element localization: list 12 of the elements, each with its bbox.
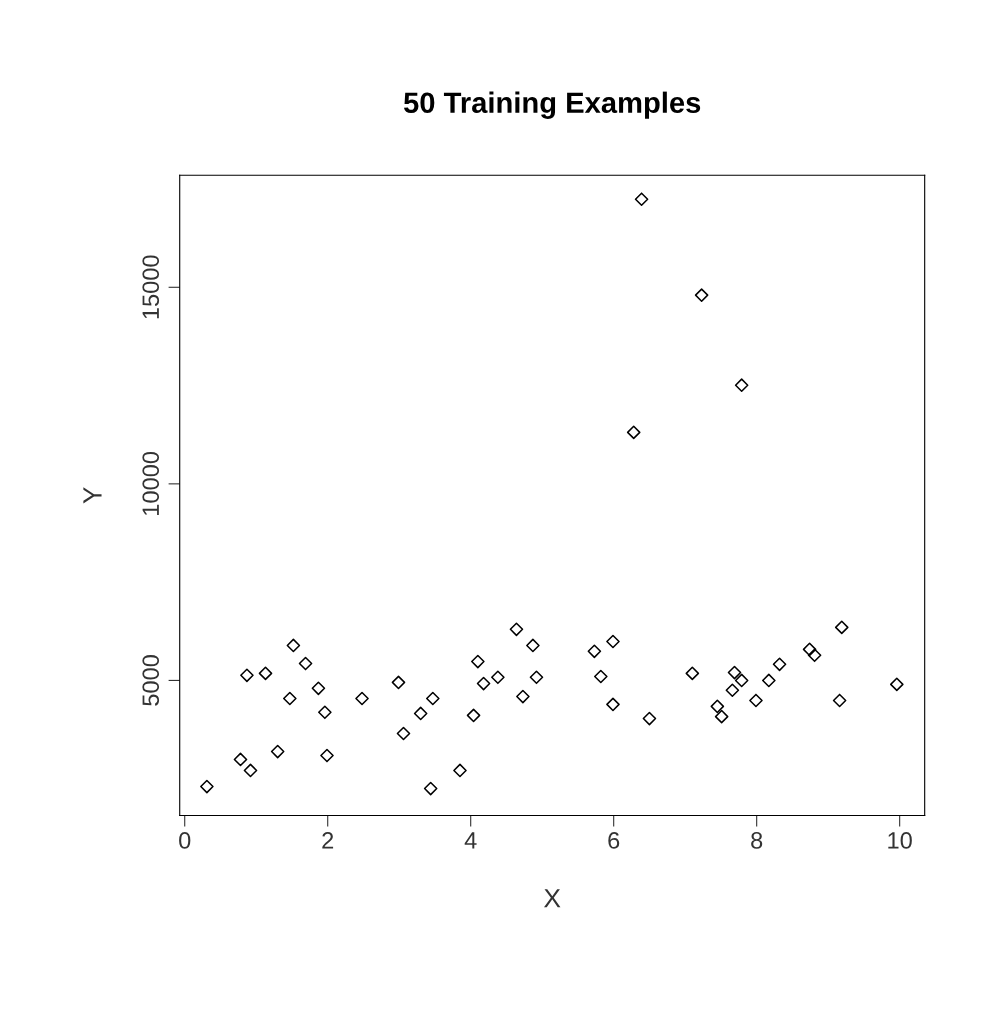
chart-title: 50 Training Examples <box>403 91 701 119</box>
y-tick-label: 15000 <box>142 255 160 319</box>
x-tick-label: 2 <box>322 832 334 849</box>
x-tick-label: 4 <box>464 832 477 849</box>
x-axis-title: X <box>543 889 561 908</box>
x-tick-label: 6 <box>608 832 620 849</box>
x-tick-label: 8 <box>751 832 763 849</box>
x-tick-label: 10 <box>888 832 912 849</box>
y-tick-label: 10000 <box>142 451 160 515</box>
y-axis-title: Y <box>83 487 102 504</box>
y-tick-label: 5000 <box>142 655 160 706</box>
x-tick-label: 0 <box>179 832 191 849</box>
